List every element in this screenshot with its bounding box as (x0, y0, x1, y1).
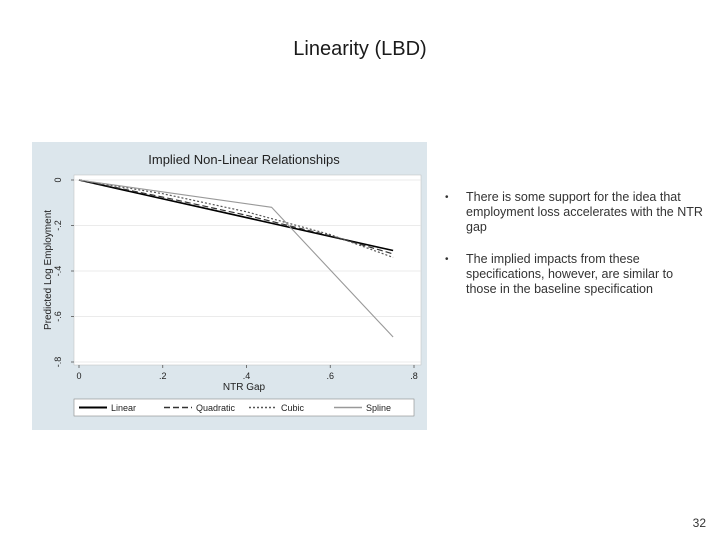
y-axis-label: Predicted Log Employment (43, 210, 54, 330)
chart-svg: Implied Non-Linear Relationships 0 -.2 -.4… (32, 142, 427, 430)
x-axis: 0 .2 .4 .6 .8 (76, 365, 418, 381)
y-tick-label: -.4 (53, 266, 63, 277)
series-line-cubic (78, 179, 394, 258)
slide-title: Linearity (LBD) (293, 38, 427, 60)
x-tick-label: 0 (76, 371, 81, 381)
series-lines (78, 179, 394, 338)
legend-label: Linear (111, 403, 136, 413)
legend-label: Cubic (281, 403, 305, 413)
x-axis-label: NTR Gap (223, 382, 266, 393)
grid-lines (74, 179, 421, 363)
x-tick-label: .6 (326, 371, 334, 381)
bullet-item: • The implied impacts from these specific… (445, 252, 705, 297)
legend: Linear Quadratic Cubic Spline (79, 403, 391, 413)
y-tick-label: -.6 (53, 311, 63, 322)
x-tick-label: .2 (159, 371, 167, 381)
series-line-quadratic (78, 179, 394, 255)
series-line-spline (78, 179, 394, 338)
x-tick-label: .4 (243, 371, 251, 381)
legend-box (73, 398, 415, 417)
bullet-dot-icon: • (445, 192, 449, 203)
bullet-text: The implied impacts from these specifica… (466, 252, 674, 296)
legend-label: Quadratic (196, 403, 236, 413)
bullet-list: • There is some support for the idea that… (445, 190, 705, 314)
legend-label: Spline (366, 403, 391, 413)
plot-area (73, 174, 422, 366)
bullet-dot-icon: • (445, 254, 449, 265)
chart-title: Implied Non-Linear Relationships (148, 152, 340, 167)
bullet-text: There is some support for the idea that … (466, 190, 703, 234)
x-tick-label: .8 (410, 371, 418, 381)
y-tick-label: 0 (53, 177, 63, 182)
chart: Implied Non-Linear Relationships 0 -.2 -.4… (32, 142, 427, 430)
y-axis: 0 -.2 -.4 -.6 -.8 (53, 177, 74, 367)
y-tick-label: -.2 (53, 220, 63, 231)
y-tick-label: -.8 (53, 357, 63, 368)
bullet-item: • There is some support for the idea that… (445, 190, 705, 235)
page-number: 32 (692, 516, 706, 530)
